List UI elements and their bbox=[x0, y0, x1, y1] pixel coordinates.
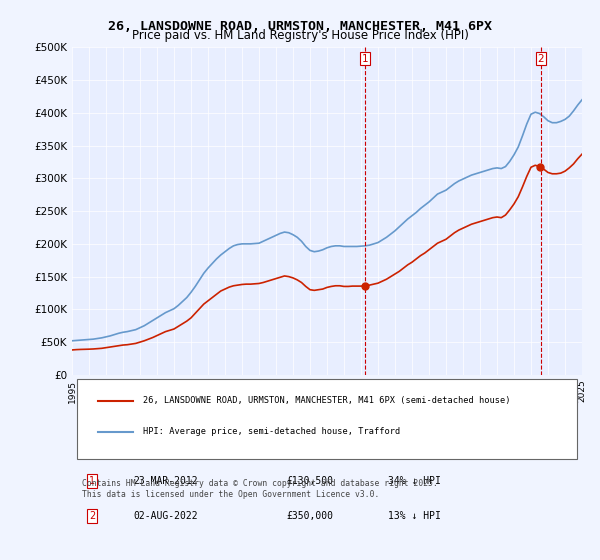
Text: Price paid vs. HM Land Registry's House Price Index (HPI): Price paid vs. HM Land Registry's House … bbox=[131, 29, 469, 42]
Text: £350,000: £350,000 bbox=[286, 511, 333, 521]
Text: £130,500: £130,500 bbox=[286, 476, 333, 486]
Text: 13% ↓ HPI: 13% ↓ HPI bbox=[388, 511, 441, 521]
Text: 1: 1 bbox=[89, 476, 95, 486]
Text: 1: 1 bbox=[361, 54, 368, 64]
Text: HPI: Average price, semi-detached house, Trafford: HPI: Average price, semi-detached house,… bbox=[143, 427, 401, 436]
Text: 2: 2 bbox=[538, 54, 544, 64]
Text: 2: 2 bbox=[89, 511, 95, 521]
Text: 26, LANSDOWNE ROAD, URMSTON, MANCHESTER, M41 6PX (semi-detached house): 26, LANSDOWNE ROAD, URMSTON, MANCHESTER,… bbox=[143, 396, 511, 405]
Text: Contains HM Land Registry data © Crown copyright and database right 2025.
This d: Contains HM Land Registry data © Crown c… bbox=[82, 479, 438, 498]
FancyBboxPatch shape bbox=[77, 379, 577, 459]
Text: 02-AUG-2022: 02-AUG-2022 bbox=[133, 511, 198, 521]
Text: 26, LANSDOWNE ROAD, URMSTON, MANCHESTER, M41 6PX: 26, LANSDOWNE ROAD, URMSTON, MANCHESTER,… bbox=[108, 20, 492, 32]
Text: 23-MAR-2012: 23-MAR-2012 bbox=[133, 476, 198, 486]
Text: 34% ↓ HPI: 34% ↓ HPI bbox=[388, 476, 441, 486]
